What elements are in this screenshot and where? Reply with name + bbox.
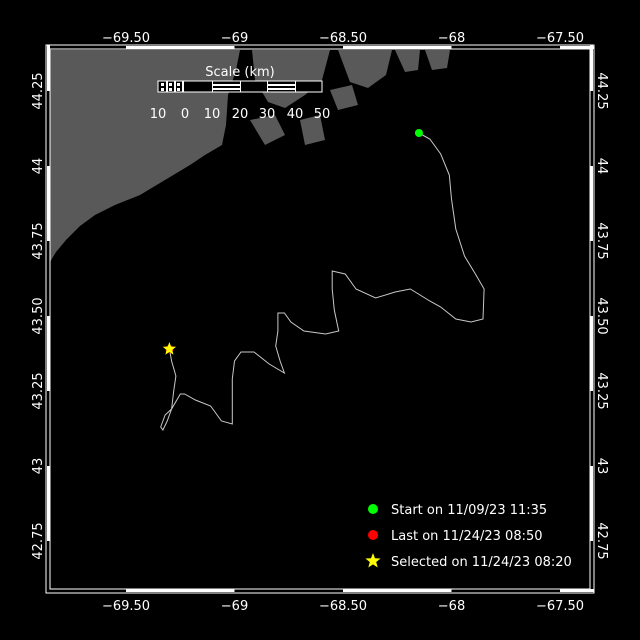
lat-label-left: 43.50 (31, 297, 46, 334)
lon-label-bottom: −68.50 (319, 599, 367, 614)
scale-label: 30 (259, 107, 276, 122)
frame-segment-left (47, 166, 50, 241)
frame-segment-right (590, 45, 593, 91)
scale-label: 20 (232, 107, 249, 122)
axis-labels: −69.50 −69.50 −69 −69 −68.50 −68.50 −68 −68 −67.… (31, 31, 609, 614)
frame-segment-left (47, 45, 50, 91)
scale-label: 10 (204, 107, 221, 122)
lon-label-top: −69 (221, 31, 248, 46)
lat-label-right: 42.75 (594, 522, 609, 559)
frame-segment-bottom (126, 589, 235, 592)
frame-segment-top (560, 46, 594, 49)
track-line (160, 132, 485, 431)
frame-graduations (47, 45, 594, 592)
scale-label: 40 (287, 107, 304, 122)
frame-segment-left (47, 466, 50, 541)
scale-bar: Scale (km) 10 0 10 20 30 40 50 (150, 65, 331, 122)
lon-label-top: −68.50 (319, 31, 367, 46)
lon-label-bottom: −69.50 (102, 599, 150, 614)
lon-label-bottom: −68 (438, 599, 465, 614)
lon-label-top: −69.50 (102, 31, 150, 46)
frame-segment-top (126, 46, 235, 49)
frame-segment-right (590, 166, 593, 241)
frame-segment-right (590, 316, 593, 391)
lat-label-left: 43.25 (31, 372, 46, 409)
lat-label-right: 44 (594, 158, 609, 175)
lat-label-left: 44.25 (31, 72, 46, 109)
lon-label-bottom: −69 (221, 599, 248, 614)
lat-label-right: 44.25 (594, 72, 609, 109)
lat-label-left: 44 (31, 158, 46, 175)
land-mass (50, 50, 450, 262)
lat-label-right: 43.50 (594, 297, 609, 334)
frame-segment-bottom (560, 589, 594, 592)
scale-checker (161, 81, 296, 92)
legend-last-icon (368, 530, 378, 540)
legend: Start on 11/09/23 11:35 Last on 11/24/23… (365, 503, 572, 570)
lat-label-left: 43 (31, 458, 46, 475)
lon-label-top: −67.50 (536, 31, 584, 46)
legend-start-icon (368, 504, 378, 514)
legend-selected-label: Selected on 11/24/23 08:20 (391, 555, 572, 570)
lon-label-bottom: −67.50 (536, 599, 584, 614)
scale-label: 50 (314, 107, 331, 122)
scale-label: 0 (181, 107, 189, 122)
frame-segment-left (47, 316, 50, 391)
legend-star-icon (365, 553, 381, 568)
legend-start-label: Start on 11/09/23 11:35 (391, 503, 547, 518)
start-marker[interactable] (414, 129, 423, 137)
lat-label-right: 43.25 (594, 372, 609, 409)
lon-label-top: −68 (438, 31, 465, 46)
lat-label-left: 42.75 (31, 522, 46, 559)
scale-label: 10 (150, 107, 167, 122)
lat-label-left: 43.75 (31, 222, 46, 259)
lat-label-right: 43 (594, 458, 609, 475)
scale-title: Scale (km) (205, 65, 274, 80)
selected-star-marker[interactable] (162, 342, 177, 355)
frame-segment-bottom (343, 589, 452, 592)
lat-label-right: 43.75 (594, 222, 609, 259)
frame-segment-top (343, 46, 452, 49)
frame-segment-right (590, 466, 593, 541)
legend-last-label: Last on 11/24/23 08:50 (391, 529, 543, 544)
